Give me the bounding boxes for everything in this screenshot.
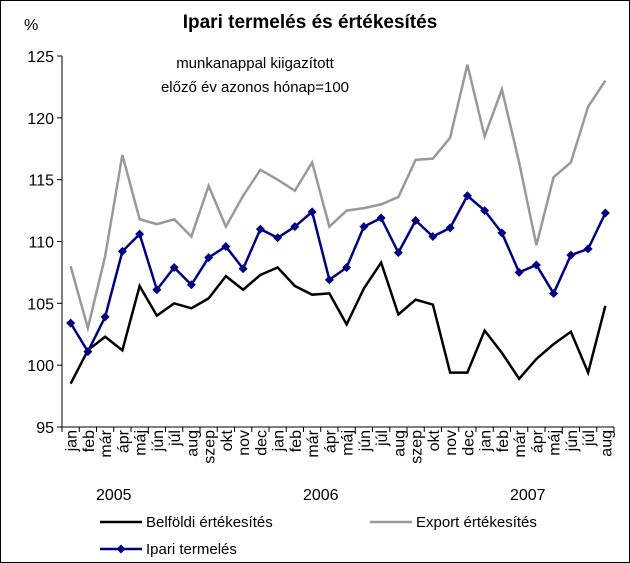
x-tick-label: okt: [426, 429, 443, 451]
x-tick-label: jan: [64, 430, 81, 452]
series-line: [69, 64, 607, 334]
marker: [117, 246, 127, 256]
marker: [238, 264, 248, 274]
legend-label: Belföldi értékesítés: [146, 514, 273, 531]
marker: [600, 208, 610, 218]
marker: [359, 222, 369, 232]
marker: [445, 223, 455, 233]
x-tick-label: aug: [184, 430, 201, 457]
x-tick-label: máj: [340, 430, 357, 456]
marker: [480, 206, 490, 216]
x-tick-label: aug: [598, 430, 615, 457]
year-label: 2005: [96, 487, 132, 504]
x-tick-label: júl: [167, 430, 184, 447]
marker: [411, 215, 421, 225]
x-tick-label: jún: [357, 430, 374, 452]
x-tick-label: szep: [202, 430, 219, 464]
marker: [514, 267, 524, 277]
x-tick-label: aug: [391, 430, 408, 457]
marker: [152, 285, 162, 295]
y-tick-label: 125: [27, 49, 54, 66]
x-tick-label: dec: [253, 430, 270, 456]
marker: [83, 347, 93, 357]
marker: [169, 262, 179, 272]
x-tick-label: már: [98, 429, 115, 457]
marker: [497, 228, 507, 238]
marker: [428, 232, 438, 242]
subtitle: munkanappal kiigazított: [176, 55, 334, 72]
marker: [100, 312, 110, 322]
x-tick-label: nov: [443, 430, 460, 456]
y-tick-label: 110: [28, 235, 54, 252]
legend-label: Export értékesítés: [416, 514, 537, 531]
x-tick-label: ápr: [115, 429, 132, 453]
x-tick-label: szep: [409, 430, 426, 464]
subtitle: előző év azonos hónap=100: [161, 79, 349, 96]
x-tick-label: már: [305, 429, 322, 457]
marker: [135, 229, 145, 239]
year-label: 2007: [510, 487, 546, 504]
x-tick-label: jún: [564, 430, 581, 452]
y-tick-label: 95: [36, 420, 54, 437]
x-tick-label: már: [512, 429, 529, 457]
chart-title: Ipari termelés és értékesítés: [183, 12, 438, 33]
series-line: [69, 193, 607, 355]
legend-label: Ipari termelés: [146, 541, 237, 558]
y-tick-label: 115: [28, 173, 54, 190]
x-tick-label: dec: [460, 430, 477, 456]
x-tick-label: nov: [236, 430, 253, 456]
y-tick-label: 105: [27, 296, 54, 313]
marker: [393, 248, 403, 258]
y-unit: %: [24, 17, 38, 34]
marker: [583, 244, 593, 254]
marker: [221, 241, 231, 251]
marker: [273, 233, 283, 243]
x-tick-label: feb: [288, 430, 305, 452]
x-tick-label: júl: [374, 430, 391, 447]
marker: [204, 253, 214, 263]
year-label: 2006: [303, 487, 339, 504]
marker: [531, 260, 541, 270]
x-tick-label: jan: [271, 430, 288, 452]
marker: [342, 262, 352, 272]
x-tick-label: máj: [547, 430, 564, 456]
marker: [290, 222, 300, 232]
x-tick-label: júl: [581, 430, 598, 447]
marker: [376, 213, 386, 223]
x-tick-label: jún: [150, 430, 167, 452]
x-tick-label: ápr: [529, 429, 546, 453]
x-tick-label: okt: [219, 429, 236, 451]
marker: [186, 280, 196, 290]
marker: [462, 191, 472, 201]
marker: [255, 224, 265, 234]
y-tick-label: 120: [27, 111, 54, 128]
marker: [66, 318, 76, 328]
marker: [549, 288, 559, 298]
series-line: [69, 259, 607, 385]
x-tick-label: jan: [478, 430, 495, 452]
x-tick-label: feb: [495, 430, 512, 452]
x-tick-label: feb: [81, 430, 98, 452]
marker: [324, 275, 334, 285]
y-tick-label: 100: [27, 358, 54, 375]
marker: [566, 250, 576, 260]
legend-marker: [116, 544, 126, 554]
marker: [307, 207, 317, 217]
x-tick-label: ápr: [322, 429, 339, 453]
x-tick-label: máj: [133, 430, 150, 456]
